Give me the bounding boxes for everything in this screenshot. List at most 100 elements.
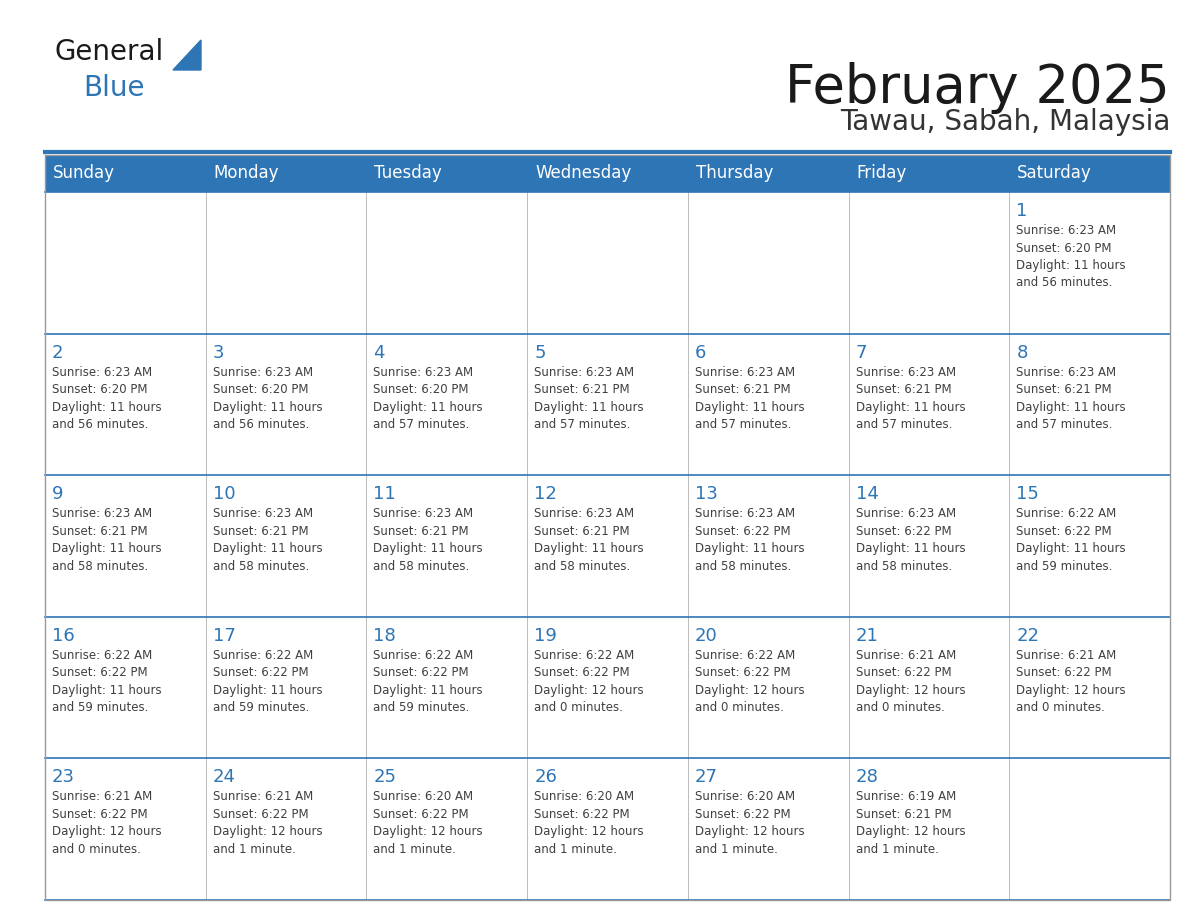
Text: 22: 22 [1016,627,1040,644]
Text: 4: 4 [373,343,385,362]
Bar [688,192,848,333]
Text: Sunrise: 6:23 AM
Sunset: 6:22 PM
Daylight: 11 hours
and 58 minutes.: Sunrise: 6:23 AM Sunset: 6:22 PM Dayligh… [695,508,804,573]
Bar [848,333,1010,476]
Text: 19: 19 [535,627,557,644]
Bar [1010,155,1170,192]
Bar [366,476,527,617]
Bar [1010,333,1170,476]
Polygon shape [173,40,201,70]
Text: 24: 24 [213,768,235,787]
Text: Sunrise: 6:23 AM
Sunset: 6:20 PM
Daylight: 11 hours
and 57 minutes.: Sunrise: 6:23 AM Sunset: 6:20 PM Dayligh… [373,365,484,431]
Text: 1: 1 [1016,202,1028,220]
Text: Sunrise: 6:22 AM
Sunset: 6:22 PM
Daylight: 11 hours
and 59 minutes.: Sunrise: 6:22 AM Sunset: 6:22 PM Dayligh… [373,649,484,714]
Bar [366,192,527,333]
Text: 7: 7 [855,343,867,362]
Bar [527,192,688,333]
Text: Sunrise: 6:23 AM
Sunset: 6:21 PM
Daylight: 11 hours
and 57 minutes.: Sunrise: 6:23 AM Sunset: 6:21 PM Dayligh… [535,365,644,431]
Bar [688,155,848,192]
Bar [848,192,1010,333]
Bar [45,192,206,333]
Text: 18: 18 [373,627,396,644]
Text: 13: 13 [695,486,718,503]
Bar [527,758,688,900]
Text: Sunrise: 6:20 AM
Sunset: 6:22 PM
Daylight: 12 hours
and 1 minute.: Sunrise: 6:20 AM Sunset: 6:22 PM Dayligh… [535,790,644,856]
Text: Sunrise: 6:23 AM
Sunset: 6:21 PM
Daylight: 11 hours
and 57 minutes.: Sunrise: 6:23 AM Sunset: 6:21 PM Dayligh… [1016,365,1126,431]
Bar [206,155,366,192]
Bar [45,333,206,476]
Text: Sunrise: 6:21 AM
Sunset: 6:22 PM
Daylight: 12 hours
and 0 minutes.: Sunrise: 6:21 AM Sunset: 6:22 PM Dayligh… [1016,649,1126,714]
Text: Friday: Friday [857,164,906,183]
Bar [848,476,1010,617]
Text: 16: 16 [52,627,75,644]
Text: 9: 9 [52,486,63,503]
Text: Sunrise: 6:23 AM
Sunset: 6:21 PM
Daylight: 11 hours
and 58 minutes.: Sunrise: 6:23 AM Sunset: 6:21 PM Dayligh… [535,508,644,573]
Bar [206,617,366,758]
Text: Sunrise: 6:23 AM
Sunset: 6:20 PM
Daylight: 11 hours
and 56 minutes.: Sunrise: 6:23 AM Sunset: 6:20 PM Dayligh… [1016,224,1126,289]
Bar [206,758,366,900]
Bar [45,476,206,617]
Bar [688,758,848,900]
Bar [366,758,527,900]
Text: Sunrise: 6:21 AM
Sunset: 6:22 PM
Daylight: 12 hours
and 0 minutes.: Sunrise: 6:21 AM Sunset: 6:22 PM Dayligh… [52,790,162,856]
Text: 17: 17 [213,627,235,644]
Text: Tawau, Sabah, Malaysia: Tawau, Sabah, Malaysia [840,108,1170,136]
Bar [1010,476,1170,617]
Text: 11: 11 [373,486,396,503]
Text: Sunrise: 6:19 AM
Sunset: 6:21 PM
Daylight: 12 hours
and 1 minute.: Sunrise: 6:19 AM Sunset: 6:21 PM Dayligh… [855,790,965,856]
Bar [688,333,848,476]
Text: 12: 12 [535,486,557,503]
Text: 2: 2 [52,343,63,362]
Bar [206,192,366,333]
Bar [366,617,527,758]
Text: Sunrise: 6:20 AM
Sunset: 6:22 PM
Daylight: 12 hours
and 1 minute.: Sunrise: 6:20 AM Sunset: 6:22 PM Dayligh… [695,790,804,856]
Text: Sunrise: 6:23 AM
Sunset: 6:21 PM
Daylight: 11 hours
and 58 minutes.: Sunrise: 6:23 AM Sunset: 6:21 PM Dayligh… [213,508,322,573]
Text: Sunrise: 6:22 AM
Sunset: 6:22 PM
Daylight: 12 hours
and 0 minutes.: Sunrise: 6:22 AM Sunset: 6:22 PM Dayligh… [695,649,804,714]
Bar [527,617,688,758]
Text: Blue: Blue [83,74,145,102]
Text: 3: 3 [213,343,225,362]
Bar [45,617,206,758]
Text: 23: 23 [52,768,75,787]
Bar [1010,192,1170,333]
Text: Sunrise: 6:21 AM
Sunset: 6:22 PM
Daylight: 12 hours
and 1 minute.: Sunrise: 6:21 AM Sunset: 6:22 PM Dayligh… [213,790,322,856]
Text: 14: 14 [855,486,878,503]
Text: Sunrise: 6:23 AM
Sunset: 6:21 PM
Daylight: 11 hours
and 57 minutes.: Sunrise: 6:23 AM Sunset: 6:21 PM Dayligh… [695,365,804,431]
Text: 21: 21 [855,627,878,644]
Text: Sunday: Sunday [53,164,115,183]
Text: Sunrise: 6:22 AM
Sunset: 6:22 PM
Daylight: 11 hours
and 59 minutes.: Sunrise: 6:22 AM Sunset: 6:22 PM Dayligh… [52,649,162,714]
Text: 6: 6 [695,343,706,362]
Text: 15: 15 [1016,486,1040,503]
Text: Sunrise: 6:22 AM
Sunset: 6:22 PM
Daylight: 12 hours
and 0 minutes.: Sunrise: 6:22 AM Sunset: 6:22 PM Dayligh… [535,649,644,714]
Bar [206,333,366,476]
Text: Sunrise: 6:21 AM
Sunset: 6:22 PM
Daylight: 12 hours
and 0 minutes.: Sunrise: 6:21 AM Sunset: 6:22 PM Dayligh… [855,649,965,714]
Bar [527,155,688,192]
Bar [848,758,1010,900]
Text: Sunrise: 6:23 AM
Sunset: 6:20 PM
Daylight: 11 hours
and 56 minutes.: Sunrise: 6:23 AM Sunset: 6:20 PM Dayligh… [52,365,162,431]
Bar [848,155,1010,192]
Text: 5: 5 [535,343,545,362]
Bar [688,476,848,617]
Text: Sunrise: 6:23 AM
Sunset: 6:21 PM
Daylight: 11 hours
and 58 minutes.: Sunrise: 6:23 AM Sunset: 6:21 PM Dayligh… [52,508,162,573]
Bar [206,476,366,617]
Text: Sunrise: 6:22 AM
Sunset: 6:22 PM
Daylight: 11 hours
and 59 minutes.: Sunrise: 6:22 AM Sunset: 6:22 PM Dayligh… [213,649,322,714]
Text: 10: 10 [213,486,235,503]
Text: Sunrise: 6:23 AM
Sunset: 6:21 PM
Daylight: 11 hours
and 58 minutes.: Sunrise: 6:23 AM Sunset: 6:21 PM Dayligh… [373,508,484,573]
Bar [45,758,206,900]
Bar [45,155,206,192]
Bar [1010,758,1170,900]
Bar [1010,617,1170,758]
Text: Sunrise: 6:23 AM
Sunset: 6:22 PM
Daylight: 11 hours
and 58 minutes.: Sunrise: 6:23 AM Sunset: 6:22 PM Dayligh… [855,508,965,573]
Text: Sunrise: 6:20 AM
Sunset: 6:22 PM
Daylight: 12 hours
and 1 minute.: Sunrise: 6:20 AM Sunset: 6:22 PM Dayligh… [373,790,484,856]
Text: General: General [55,38,164,66]
Text: Sunrise: 6:23 AM
Sunset: 6:21 PM
Daylight: 11 hours
and 57 minutes.: Sunrise: 6:23 AM Sunset: 6:21 PM Dayligh… [855,365,965,431]
Text: 27: 27 [695,768,718,787]
Bar [527,476,688,617]
Bar [848,617,1010,758]
Text: 20: 20 [695,627,718,644]
Bar [527,333,688,476]
Text: Thursday: Thursday [696,164,773,183]
Text: Sunrise: 6:23 AM
Sunset: 6:20 PM
Daylight: 11 hours
and 56 minutes.: Sunrise: 6:23 AM Sunset: 6:20 PM Dayligh… [213,365,322,431]
Bar [366,333,527,476]
Text: 28: 28 [855,768,878,787]
Bar [366,155,527,192]
